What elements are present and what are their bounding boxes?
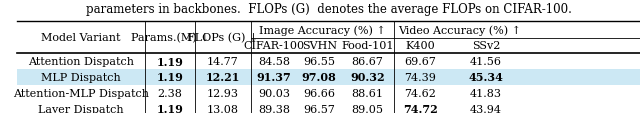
Text: 1.19: 1.19: [156, 72, 183, 83]
Text: 12.93: 12.93: [207, 88, 239, 98]
Text: 69.67: 69.67: [404, 57, 436, 67]
Text: 84.58: 84.58: [258, 57, 290, 67]
Text: Model Variant: Model Variant: [41, 33, 121, 43]
Text: 1.19: 1.19: [156, 103, 183, 113]
Text: SVHN: SVHN: [301, 41, 337, 51]
Text: 91.37: 91.37: [257, 72, 291, 83]
Text: 2.38: 2.38: [157, 88, 182, 98]
Text: 88.61: 88.61: [351, 88, 383, 98]
FancyBboxPatch shape: [17, 69, 640, 85]
Text: 86.67: 86.67: [351, 57, 383, 67]
Text: Video Accuracy (%) ↑: Video Accuracy (%) ↑: [398, 25, 521, 35]
Text: 12.21: 12.21: [205, 72, 240, 83]
Text: 96.55: 96.55: [303, 57, 335, 67]
Text: SSv2: SSv2: [472, 41, 500, 51]
Text: MLP Dispatch: MLP Dispatch: [41, 72, 121, 82]
Text: 74.39: 74.39: [404, 72, 436, 82]
Text: CIFAR-100: CIFAR-100: [243, 41, 305, 51]
Text: 74.62: 74.62: [404, 88, 436, 98]
Text: 13.08: 13.08: [207, 104, 239, 113]
Text: 96.66: 96.66: [303, 88, 335, 98]
Text: FLOPs (G) ↓: FLOPs (G) ↓: [187, 33, 259, 43]
Text: 45.34: 45.34: [468, 72, 503, 83]
Text: Image Accuracy (%) ↑: Image Accuracy (%) ↑: [259, 25, 386, 35]
Text: 41.56: 41.56: [470, 57, 502, 67]
Text: 89.05: 89.05: [351, 104, 383, 113]
Text: 90.32: 90.32: [350, 72, 385, 83]
Text: 89.38: 89.38: [258, 104, 290, 113]
Text: Food-101: Food-101: [341, 41, 394, 51]
Text: 96.57: 96.57: [303, 104, 335, 113]
Text: Params.(M) ↓: Params.(M) ↓: [131, 33, 209, 43]
Text: 41.83: 41.83: [470, 88, 502, 98]
Text: 1.19: 1.19: [156, 56, 183, 67]
Text: parameters in backbones.  FLOPs (G)  denotes the average FLOPs on CIFAR-100.: parameters in backbones. FLOPs (G) denot…: [86, 3, 572, 16]
Text: Attention Dispatch: Attention Dispatch: [28, 57, 134, 67]
Text: Attention-MLP Dispatch: Attention-MLP Dispatch: [13, 88, 149, 98]
Text: 43.94: 43.94: [470, 104, 502, 113]
Text: 97.08: 97.08: [302, 72, 337, 83]
Text: 74.72: 74.72: [403, 103, 438, 113]
Text: 14.77: 14.77: [207, 57, 239, 67]
Text: Layer Dispatch: Layer Dispatch: [38, 104, 124, 113]
Text: K400: K400: [406, 41, 435, 51]
Text: 90.03: 90.03: [258, 88, 290, 98]
